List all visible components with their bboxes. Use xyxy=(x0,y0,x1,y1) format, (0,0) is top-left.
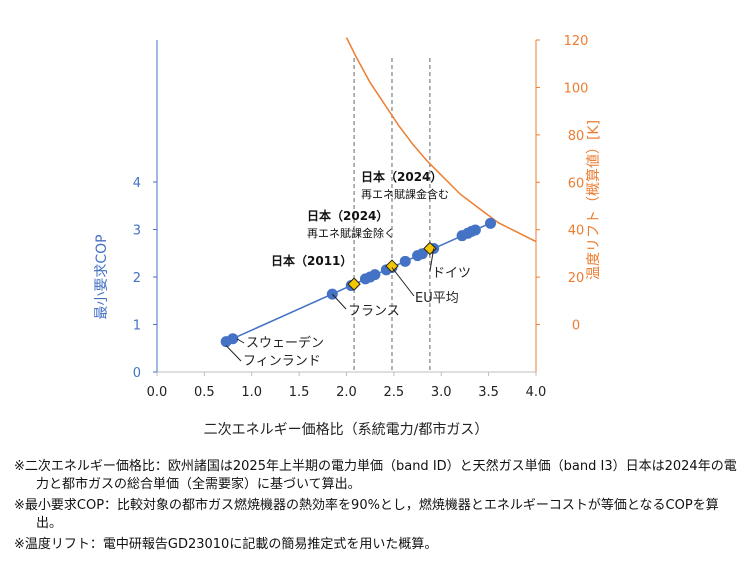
x-tick-label: 2.5 xyxy=(384,385,405,400)
y2-tick-label: 40 xyxy=(568,224,585,239)
label-japan-2011: 日本（2011） xyxy=(271,253,352,268)
y-tick-label: 3 xyxy=(133,224,141,239)
y-tick-label: 0 xyxy=(133,366,141,381)
country-point xyxy=(485,217,497,229)
plot-area xyxy=(156,40,537,373)
japan-point xyxy=(347,277,361,291)
footnotes: ※二次エネルギー価格比：欧州諸国は2025年上半期の電力単価（band ID）と… xyxy=(14,458,740,557)
x-tick-label: 1.5 xyxy=(289,385,310,400)
country-point xyxy=(399,255,411,267)
x-tick-label: 3.5 xyxy=(478,385,499,400)
x-axis-title: 二次エネルギー価格比（系統電力/都市ガス） xyxy=(204,421,489,438)
annotation-leader xyxy=(429,248,435,272)
country-points xyxy=(220,217,497,348)
x-tick-labels: 0.0 0.5 1.0 1.5 2.0 2.5 3.0 3.5 4.0 xyxy=(147,372,547,400)
country-point xyxy=(227,333,239,345)
reference-lines xyxy=(353,58,431,372)
annotation-leader xyxy=(391,267,415,297)
x-tick-label: 4.0 xyxy=(526,385,547,400)
footnote-temperature-lift: ※温度リフト：電中研報告GD23010に記載の簡易推定式を用いた概算。 xyxy=(14,537,438,552)
y-tick-labels: 0 1 2 3 4 xyxy=(133,176,157,381)
temperature-lift-curve xyxy=(345,37,537,243)
x-tick-label: 0.0 xyxy=(147,385,168,400)
country-point xyxy=(416,248,428,260)
y-tick-label: 2 xyxy=(133,271,141,286)
sublabel-japan-2024-incl: 再エネ賦課金含む xyxy=(361,187,449,201)
annotation-germany: ドイツ xyxy=(432,266,471,281)
y2-tick-label: 100 xyxy=(564,81,589,96)
japan-point xyxy=(385,259,399,273)
annotation-leader xyxy=(225,345,242,362)
y2-axis-title: 温度リフト（概算値）[K] xyxy=(586,120,602,280)
y2-tick-labels: 0 20 40 60 80 100 120 xyxy=(536,34,588,334)
annotation-finland: フィンランド xyxy=(243,354,321,369)
footnote-price-ratio: ※二次エネルギー価格比：欧州諸国は2025年上半期の電力単価（band ID）と… xyxy=(14,459,737,492)
annotation-labels: ドイツ EU平均 フランス スウェーデン フィンランド xyxy=(243,266,471,369)
annotation-leader xyxy=(331,293,347,310)
annotation-leaders xyxy=(225,248,435,362)
y-tick-label: 4 xyxy=(133,176,141,191)
chart: 0.0 0.5 1.0 1.5 2.0 2.5 3.0 3.5 4.0 0 1 2 3 4 0 20 40 6… xyxy=(94,34,602,438)
country-point xyxy=(369,269,381,281)
annotation-france: フランス xyxy=(348,304,400,319)
sublabel-japan-2024-excl: 再エネ賦課金除く xyxy=(307,226,395,240)
x-tick-label: 2.0 xyxy=(336,385,357,400)
x-tick-label: 3.0 xyxy=(431,385,452,400)
japan-labels: 日本（2011） 日本（2024） 再エネ賦課金除く 日本（2024） 再エネ賦… xyxy=(271,169,449,268)
japan-points xyxy=(347,241,437,291)
x-tick-label: 0.5 xyxy=(194,385,215,400)
y2-tick-label: 80 xyxy=(568,129,585,144)
label-japan-2024-excl: 日本（2024） xyxy=(307,208,388,223)
y2-tick-label: 20 xyxy=(568,271,585,286)
y2-tick-label: 120 xyxy=(564,34,589,49)
y2-tick-label: 60 xyxy=(568,176,585,191)
annotation-sweden: スウェーデン xyxy=(246,335,324,351)
y2-tick-label: 0 xyxy=(572,319,580,334)
footnote-min-cop: ※最小要求COP：比較対象の都市ガス燃焼機器の熱効率を90%とし，燃焼機器とエネ… xyxy=(14,498,719,531)
x-tick-label: 1.0 xyxy=(241,385,262,400)
label-japan-2024-incl: 日本（2024） xyxy=(361,169,442,184)
annotation-leader xyxy=(236,338,245,344)
annotation-eu-average: EU平均 xyxy=(415,291,459,306)
y-tick-label: 1 xyxy=(133,319,141,334)
country-point xyxy=(469,224,481,236)
y-axis-title: 最小要求COP xyxy=(94,234,110,319)
